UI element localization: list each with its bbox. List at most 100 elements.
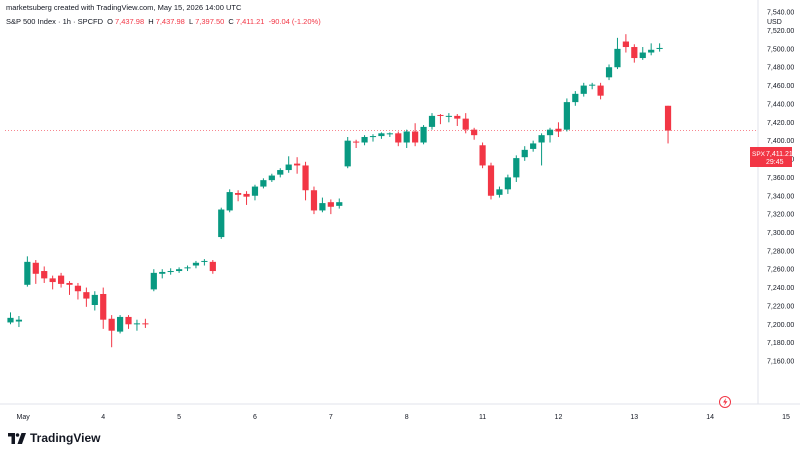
candle bbox=[454, 114, 461, 126]
y-tick-label: 7,220.00 bbox=[767, 303, 794, 310]
candle bbox=[142, 318, 149, 328]
candle-body bbox=[260, 180, 267, 187]
candle bbox=[639, 47, 646, 60]
candle-body bbox=[521, 149, 528, 158]
candle bbox=[260, 178, 267, 189]
candle bbox=[150, 269, 157, 292]
candle-body bbox=[327, 202, 334, 207]
candle bbox=[530, 140, 537, 152]
y-tick-label: 7,400.00 bbox=[767, 138, 794, 145]
legend-change: -90.04 (-1.20%) bbox=[268, 17, 321, 26]
candle-body bbox=[57, 275, 65, 284]
candle bbox=[445, 113, 452, 123]
candle bbox=[479, 142, 486, 169]
candle bbox=[648, 43, 655, 56]
x-tick-label: 11 bbox=[479, 414, 486, 421]
candle bbox=[353, 139, 360, 149]
candle-body bbox=[294, 163, 301, 166]
candle bbox=[631, 44, 638, 63]
tradingview-brand-name: TradingView bbox=[30, 431, 101, 445]
candle bbox=[386, 132, 393, 137]
candle-body bbox=[336, 202, 343, 206]
candle bbox=[184, 265, 191, 272]
x-tick-label: 7 bbox=[329, 414, 333, 421]
candle bbox=[614, 37, 621, 70]
candle-body bbox=[639, 52, 646, 59]
candle bbox=[49, 275, 56, 290]
legend-high-key: H bbox=[148, 17, 154, 26]
lightning-icon[interactable] bbox=[719, 396, 731, 408]
candle bbox=[235, 190, 242, 202]
candle bbox=[546, 127, 554, 143]
legend-symbol[interactable]: S&P 500 Index · 1h · SPCFD bbox=[6, 17, 103, 26]
candle-body bbox=[142, 323, 149, 325]
candle-body bbox=[243, 193, 250, 197]
candle-body bbox=[218, 209, 225, 238]
candle-body bbox=[235, 192, 242, 195]
candle bbox=[555, 122, 562, 137]
candle-body bbox=[251, 186, 259, 196]
y-tick-label: 7,540.00 bbox=[767, 10, 794, 17]
y-tick-label: 7,500.00 bbox=[767, 46, 794, 53]
candle bbox=[285, 156, 292, 173]
candle-body bbox=[504, 177, 511, 190]
candle bbox=[487, 162, 495, 200]
candle-body bbox=[412, 131, 419, 143]
candle bbox=[268, 173, 275, 182]
y-tick-label: 7,420.00 bbox=[767, 120, 794, 127]
candle bbox=[159, 269, 166, 279]
candle bbox=[176, 267, 183, 273]
currency-label: USD bbox=[767, 19, 782, 26]
y-tick-label: 7,200.00 bbox=[767, 322, 794, 329]
candle-body bbox=[319, 203, 326, 211]
legend-low: 7,397.50 bbox=[195, 17, 225, 26]
candle-body bbox=[656, 47, 663, 49]
x-tick-label: 8 bbox=[405, 414, 409, 421]
candle bbox=[420, 125, 427, 145]
candle-body bbox=[605, 67, 613, 78]
candle bbox=[116, 315, 124, 334]
y-tick-label: 7,440.00 bbox=[767, 101, 794, 108]
candle bbox=[572, 91, 579, 106]
candle bbox=[656, 43, 663, 52]
candle bbox=[133, 319, 141, 331]
candle bbox=[412, 123, 419, 147]
chart-grid bbox=[0, 0, 800, 405]
candle-body bbox=[648, 49, 655, 53]
candle bbox=[15, 316, 23, 328]
candle-body bbox=[91, 294, 98, 305]
y-tick-label: 7,300.00 bbox=[767, 230, 794, 237]
tradingview-logo[interactable]: TradingView bbox=[8, 431, 100, 445]
candle bbox=[395, 131, 402, 147]
candle-body bbox=[530, 143, 537, 149]
candle bbox=[66, 281, 73, 295]
time-axis[interactable]: May 4 5 6 7 8 11 12 13 14 15 bbox=[17, 414, 791, 421]
y-tick-label: 7,320.00 bbox=[767, 212, 794, 219]
price-axis[interactable]: USD 7,160.00 7,180.00 7,200.00 7,220.00 7,24… bbox=[767, 10, 794, 366]
candle bbox=[100, 287, 107, 329]
candle-body bbox=[386, 133, 393, 135]
candle-body bbox=[24, 261, 31, 285]
candle-body bbox=[361, 136, 368, 143]
candle bbox=[24, 256, 31, 287]
candle bbox=[336, 198, 343, 209]
candle bbox=[167, 268, 174, 275]
candle-body bbox=[353, 141, 360, 143]
legend-close: 7,411.21 bbox=[235, 17, 265, 26]
candles-layer bbox=[7, 34, 672, 348]
candle bbox=[57, 272, 65, 288]
candle-body bbox=[487, 165, 495, 196]
candle bbox=[580, 82, 587, 97]
candle-body bbox=[555, 128, 562, 132]
candle bbox=[361, 135, 368, 146]
candle bbox=[344, 136, 351, 169]
y-tick-label: 7,180.00 bbox=[767, 340, 794, 347]
last-price-tag: SPX 7,411.21 29:45 bbox=[750, 147, 793, 167]
candle-body bbox=[614, 48, 621, 68]
ohlc-legend: S&P 500 Index · 1h · SPCFD O 7,437.98 H 7,… bbox=[6, 17, 323, 26]
legend-open: 7,437.98 bbox=[114, 17, 145, 26]
candle bbox=[504, 174, 511, 194]
x-tick-label: 12 bbox=[555, 414, 563, 421]
candle-body bbox=[201, 260, 208, 262]
